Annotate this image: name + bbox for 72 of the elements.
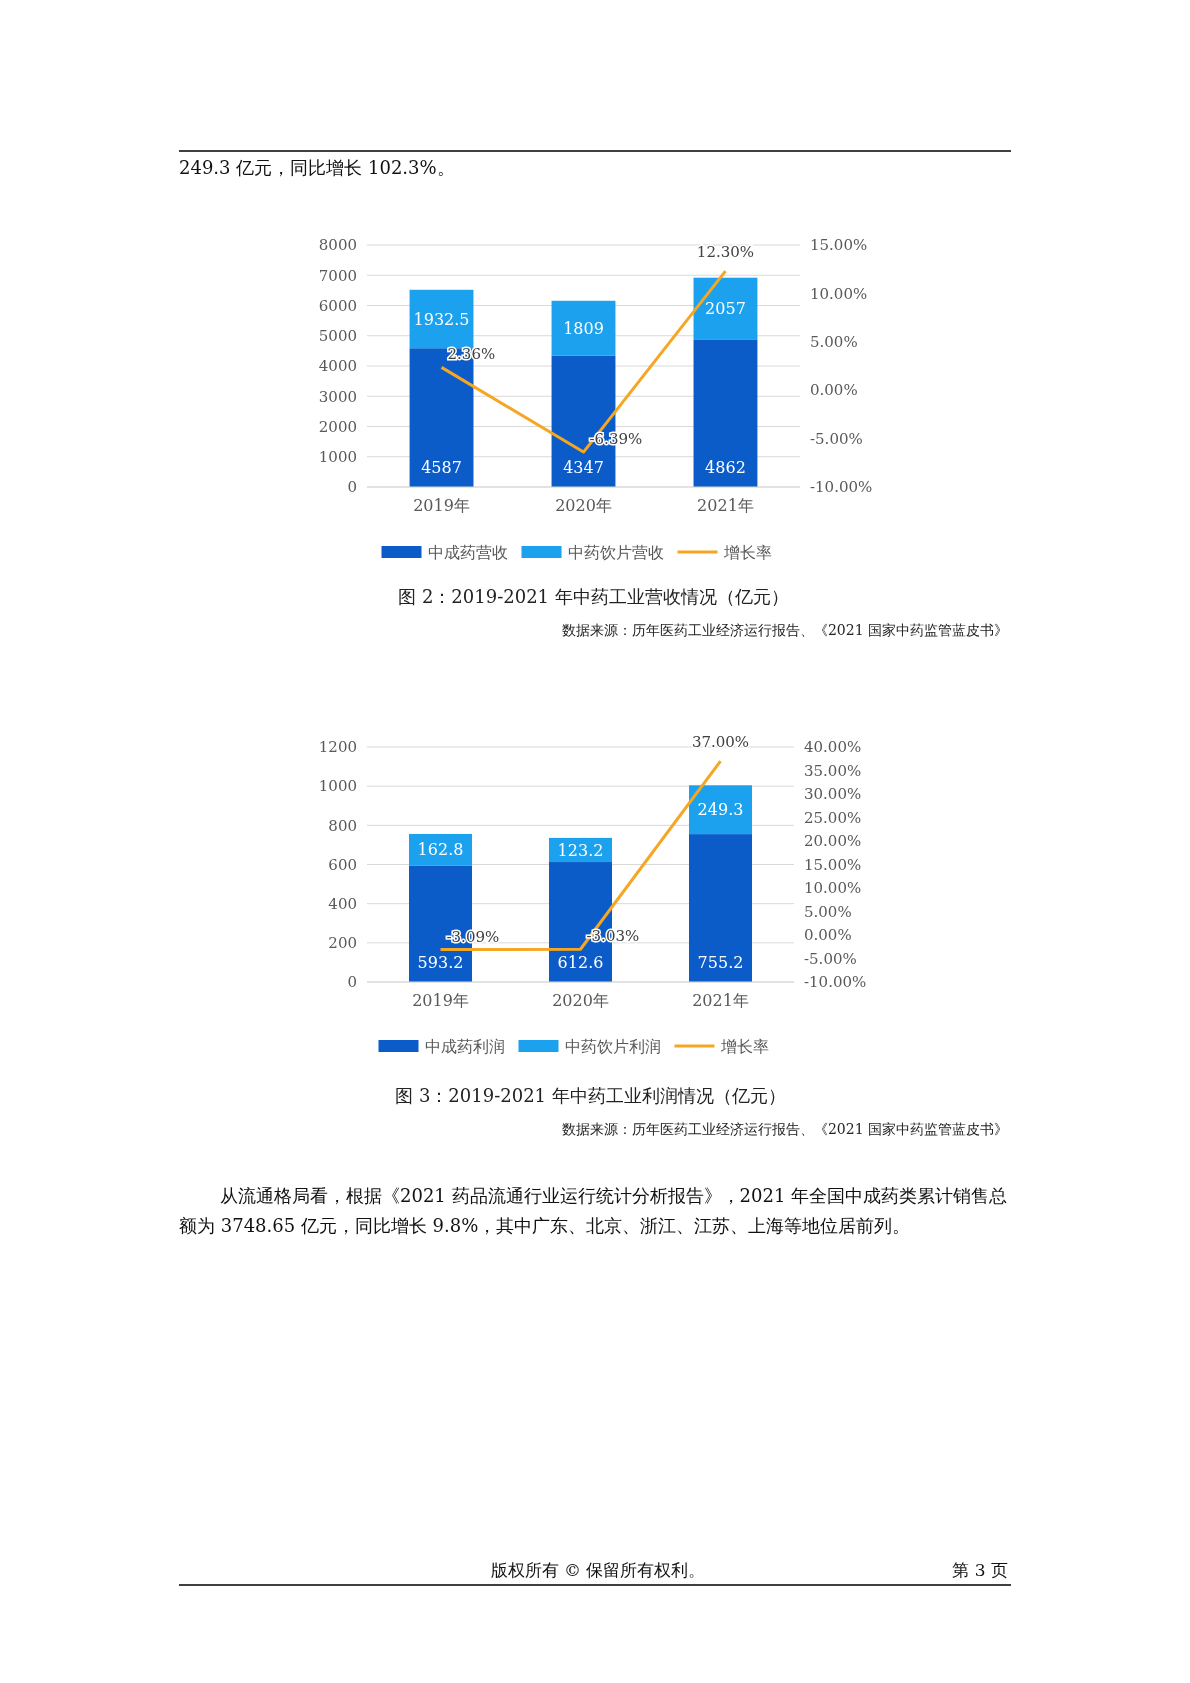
y2-tick-label: 20.00%	[804, 832, 862, 851]
text: 图 3：2019-2021 年中药工业利润情况（亿元）	[395, 1085, 786, 1106]
y2-tick-label: -10.00%	[810, 478, 873, 497]
data-label: 1809	[563, 318, 604, 338]
y-tick-label: 7000	[318, 266, 357, 285]
legend-label: 中成药营收	[427, 542, 508, 562]
bar	[551, 300, 616, 356]
x-tick-label: 2021年	[697, 496, 754, 515]
y-tick-label: 0	[347, 973, 357, 992]
y2-tick-label: 15.00%	[810, 236, 868, 255]
legend-label: 中成药利润	[424, 1036, 505, 1056]
x-tick-label: 2021年	[692, 991, 749, 1010]
x-tick-label: 2019年	[412, 991, 469, 1010]
legend-label: 增长率	[722, 542, 772, 562]
text: 图 2：2019-2021 年中药工业营收情况（亿元）	[398, 586, 789, 607]
y-tick-label: 8000	[318, 236, 357, 255]
y-tick-label: 600	[328, 855, 357, 874]
x-tick-label: 2020年	[555, 496, 612, 515]
data-label: 249.3	[697, 800, 744, 820]
legend-label: 中药饮片营收	[567, 542, 664, 562]
bar	[693, 339, 758, 487]
y2-tick-label: 10.00%	[810, 284, 868, 303]
y2-tick-label: 5.00%	[810, 333, 858, 352]
y-tick-label: 200	[328, 934, 357, 953]
data-label: 4347	[563, 457, 604, 477]
x-tick-label: 2020年	[552, 991, 609, 1010]
y2-tick-label: 10.00%	[804, 879, 862, 898]
data-label: 593.2	[417, 952, 464, 972]
bar	[689, 785, 752, 835]
data-label: 37.00%	[691, 733, 750, 752]
text: 版权所有 © 保留所有权利。	[490, 1560, 706, 1580]
legend-label: 增长率	[719, 1036, 769, 1056]
bar	[689, 834, 752, 982]
y2-tick-label: 25.00%	[804, 808, 862, 827]
y2-tick-label: -5.00%	[810, 429, 863, 448]
data-label: 755.2	[697, 952, 744, 972]
text: 249.3 亿元，同比增长 102.3%。	[179, 157, 455, 178]
y-tick-label: 400	[328, 894, 357, 913]
data-label: 2057	[705, 299, 746, 319]
legend-label: 中药饮片利润	[564, 1036, 661, 1056]
y2-tick-label: 5.00%	[804, 902, 852, 921]
x-tick-label: 2019年	[413, 496, 470, 515]
y2-tick-label: 15.00%	[804, 855, 862, 874]
data-label: -6.39%	[589, 430, 643, 449]
source-note: 数据来源：历年医药工业经济运行报告、《2021 国家中药监管蓝皮书》	[561, 1121, 1008, 1137]
y2-tick-label: 0.00%	[804, 926, 852, 945]
data-label: 1932.5	[413, 309, 470, 329]
data-label: 4862	[705, 457, 746, 477]
y-tick-label: 0	[347, 478, 357, 497]
y-tick-label: 4000	[318, 357, 357, 376]
y2-tick-label: -10.00%	[804, 973, 867, 992]
text: 从流通格局看，根据《2021 药品流通行业运行统计分析报告》，2021 年全国中成药类累计销售总额为 3748.65 亿元，同比增长 9.8%，其中广东、北京、浙江、江苏、上海等地位居前列。	[179, 1185, 1008, 1236]
y-tick-label: 1000	[318, 448, 357, 466]
y-tick-label: 2000	[318, 417, 357, 436]
y2-tick-label: 40.00%	[804, 738, 862, 757]
y-tick-label: 6000	[318, 296, 357, 315]
y2-tick-label: 0.00%	[810, 381, 858, 400]
y-tick-label: 1200	[318, 738, 357, 757]
data-label: 4587	[421, 457, 462, 477]
y2-tick-label: -5.00%	[804, 949, 857, 968]
y-tick-label: 5000	[318, 327, 357, 345]
y-tick-label: 1000	[318, 777, 357, 796]
data-label: 123.2	[557, 840, 604, 860]
y2-tick-label: 30.00%	[804, 785, 862, 804]
y2-tick-label: 35.00%	[804, 761, 862, 780]
text: 第 3 页	[952, 1560, 1008, 1580]
data-label: 12.30%	[696, 243, 755, 262]
y-tick-label: 800	[328, 816, 357, 835]
data-label: 162.8	[417, 840, 464, 860]
data-label: 612.6	[557, 952, 604, 972]
y-tick-label: 3000	[318, 387, 357, 406]
source-note: 数据来源：历年医药工业经济运行报告、《2021 国家中药监管蓝皮书》	[561, 622, 1008, 638]
